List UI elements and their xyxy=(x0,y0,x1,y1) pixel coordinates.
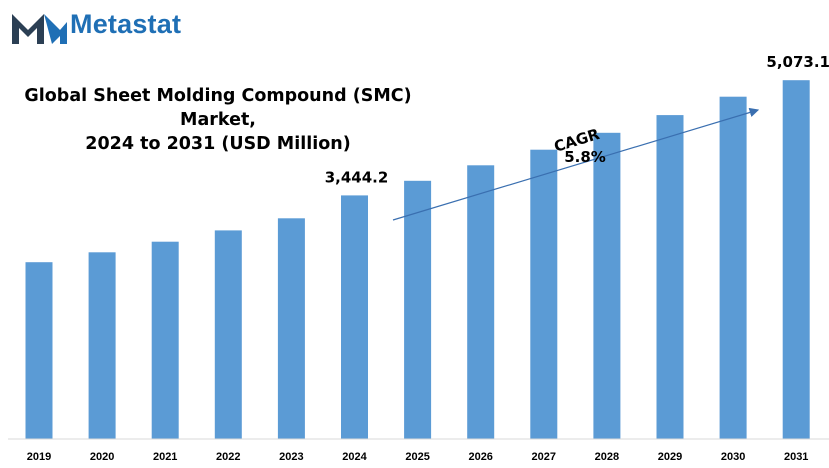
x-tick-2020: 2020 xyxy=(90,451,114,463)
bar-2020 xyxy=(88,252,116,439)
bar-2027 xyxy=(530,149,558,439)
x-tick-2023: 2023 xyxy=(279,451,303,463)
x-tick-2027: 2027 xyxy=(532,451,556,463)
bar-2025 xyxy=(404,180,432,440)
x-tick-2028: 2028 xyxy=(595,451,619,463)
bar-2030 xyxy=(719,96,747,439)
x-tick-2025: 2025 xyxy=(405,451,429,463)
x-tick-labels: 2019 2020 2021 2022 2023 2024 2025 2026 2027 2028… xyxy=(27,451,809,463)
cagr-value: 5.8% xyxy=(564,148,606,166)
bar-2021 xyxy=(151,241,179,439)
x-tick-2029: 2029 xyxy=(658,451,682,463)
bar-2028 xyxy=(593,132,621,440)
bar-2026 xyxy=(467,165,495,440)
bars-group xyxy=(25,80,810,440)
x-tick-2024: 2024 xyxy=(342,451,367,463)
data-label-2024: 3,444.2 xyxy=(325,168,389,186)
bar-2022 xyxy=(214,230,242,439)
chart-title-line2: 2024 to 2031 (USD Million) xyxy=(85,134,351,154)
x-tick-2026: 2026 xyxy=(468,451,492,463)
bar-2023 xyxy=(277,218,305,439)
bar-2031 xyxy=(782,80,810,439)
chart-title-line1: Global Sheet Molding Compound (SMC) Mark… xyxy=(24,86,412,130)
metastat-logo xyxy=(12,14,67,44)
x-tick-2031: 2031 xyxy=(784,451,808,463)
bar-2029 xyxy=(656,115,684,439)
logo-mark-icon xyxy=(12,14,44,44)
x-tick-2019: 2019 xyxy=(27,451,51,463)
cagr-arrow xyxy=(392,107,760,221)
brand-name: Metastat xyxy=(70,9,182,39)
bar-2019 xyxy=(25,262,53,439)
x-tick-2030: 2030 xyxy=(721,451,745,463)
chart-title: Global Sheet Molding Compound (SMC) Mark… xyxy=(18,84,418,156)
x-tick-2022: 2022 xyxy=(216,451,240,463)
x-tick-2021: 2021 xyxy=(153,451,177,463)
bar-2024 xyxy=(341,195,368,439)
data-label-2031: 5,073.1 xyxy=(766,53,829,71)
data-labels: 3,444.2 5,073.1 xyxy=(325,53,829,186)
